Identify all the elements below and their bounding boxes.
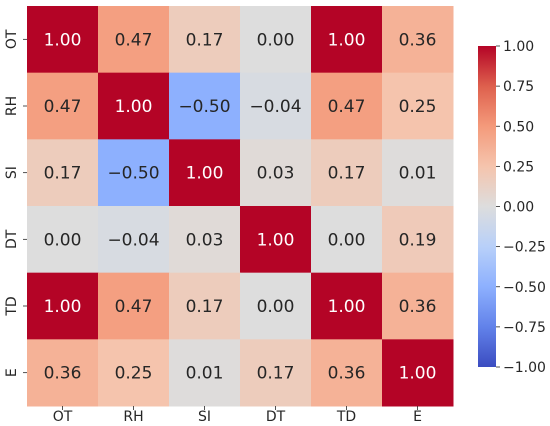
colorbar-tick-label: 1.00 (503, 39, 534, 55)
heatmap-cell (98, 6, 170, 74)
cell-value-label: 1.00 (328, 30, 366, 50)
colorbar: 1.00 0.75 0.50 0.25 0.00 −0.25 −0.50 −0.75 −1.00 (478, 39, 546, 376)
cell-value-label: −0.50 (107, 164, 159, 184)
colorbar-tick-label: −0.75 (503, 320, 546, 336)
heatmap-cell (169, 339, 241, 407)
heatmap-cell (382, 72, 454, 140)
cell-value-label: −0.04 (249, 97, 301, 117)
cell-value-label: 0.17 (186, 297, 224, 317)
y-tick-label: E (4, 368, 20, 377)
x-tick-label: TD (336, 409, 356, 425)
cell-value-label: 1.00 (115, 97, 153, 117)
cell-value-label: 0.03 (257, 164, 295, 184)
heatmap-cell (169, 272, 241, 340)
colorbar-tick-label: −0.50 (503, 280, 546, 296)
colorbar-tick-label: −0.25 (503, 240, 546, 256)
colorbar-tick-label: 0.25 (503, 159, 534, 175)
cell-value-label: 1.00 (44, 297, 82, 317)
heatmap-cell (311, 6, 383, 74)
cell-value-label: 0.25 (399, 97, 437, 117)
heatmap-cell (311, 206, 383, 274)
cell-value-label: 0.00 (257, 30, 295, 50)
heatmap-cell (169, 72, 241, 140)
cell-value-label: 0.36 (399, 30, 437, 50)
heatmap-cell (311, 272, 383, 340)
cell-value-label: 0.17 (328, 164, 366, 184)
cell-value-label: −0.50 (178, 97, 230, 117)
cell-value-label: 0.36 (44, 364, 82, 384)
heatmap-cell (98, 206, 170, 274)
cell-value-label: 0.17 (44, 164, 82, 184)
heatmap-cell (27, 272, 99, 340)
heatmap-cell (240, 72, 312, 140)
heatmap-cell (98, 139, 170, 207)
cell-value-label: 0.00 (328, 230, 366, 250)
heatmap-cell (240, 206, 312, 274)
heatmap-cell (169, 206, 241, 274)
colorbar-tick-label: −1.00 (503, 360, 546, 376)
heatmap-cell (98, 272, 170, 340)
heatmap-cell (382, 339, 454, 407)
cell-value-label: 0.01 (186, 364, 224, 384)
heatmap-cell (311, 339, 383, 407)
heatmap-cell (382, 206, 454, 274)
heatmap-cell (98, 72, 170, 140)
x-tick-label: E (413, 409, 422, 425)
cell-value-label: 0.36 (328, 364, 366, 384)
x-tick-label: DT (266, 409, 286, 425)
cell-value-label: 0.03 (186, 230, 224, 250)
y-tick-label: DT (4, 229, 20, 249)
x-tick-label: SI (198, 409, 211, 425)
heatmap-cell (27, 72, 99, 140)
heatmap-cell (240, 272, 312, 340)
cell-value-label: 0.47 (328, 97, 366, 117)
cell-value-label: 0.00 (257, 297, 295, 317)
heatmap-cell (240, 6, 312, 74)
heatmap-cell (169, 139, 241, 207)
cell-value-label: 0.47 (44, 97, 82, 117)
heatmap-cell (27, 339, 99, 407)
y-tick-label: SI (4, 166, 20, 179)
heatmap-cell (311, 139, 383, 207)
cell-value-label: 1.00 (44, 30, 82, 50)
x-tick-label: OT (53, 409, 73, 425)
colorbar-tick-label: 0.75 (503, 79, 534, 95)
y-axis-ticks: OT RH SI DT TD E (4, 29, 27, 377)
heatmap-cell (27, 6, 99, 74)
heatmap-cell (240, 339, 312, 407)
x-tick-label: RH (123, 409, 143, 425)
heatmap-cell (240, 139, 312, 207)
y-tick-label: RH (4, 96, 20, 116)
cell-value-label: 1.00 (186, 164, 224, 184)
cell-value-label: 0.01 (399, 164, 437, 184)
colorbar-tick-label: 0.00 (503, 200, 534, 216)
cell-value-label: 0.47 (115, 30, 153, 50)
cell-value-label: 0.47 (115, 297, 153, 317)
cell-value-label: 0.25 (115, 364, 153, 384)
cell-value-label: 1.00 (399, 364, 437, 384)
heatmap-cell (382, 272, 454, 340)
cell-value-label: 1.00 (257, 230, 295, 250)
heatmap-cells: 1.00 0.47 0.17 0.00 1.00 0.36 0.47 1.00 −0.50 −0.… (27, 6, 454, 407)
x-axis-ticks: OT RH SI DT TD E (53, 406, 422, 425)
cell-value-label: 1.00 (328, 297, 366, 317)
cell-value-label: 0.19 (399, 230, 437, 250)
cell-value-label: −0.04 (107, 230, 159, 250)
y-tick-label: TD (4, 296, 20, 316)
heatmap-cell (169, 6, 241, 74)
heatmap-cell (27, 139, 99, 207)
cell-value-label: 0.00 (44, 230, 82, 250)
heatmap-cell (311, 72, 383, 140)
heatmap-cell (382, 139, 454, 207)
heatmap-cell (27, 206, 99, 274)
heatmap-cell (382, 6, 454, 74)
cell-value-label: 0.17 (186, 30, 224, 50)
cell-value-label: 0.17 (257, 364, 295, 384)
colorbar-gradient (478, 46, 496, 367)
heatmap-cell (98, 339, 170, 407)
colorbar-tick-label: 0.50 (503, 119, 534, 135)
y-tick-label: OT (4, 29, 20, 49)
cell-value-label: 0.36 (399, 297, 437, 317)
